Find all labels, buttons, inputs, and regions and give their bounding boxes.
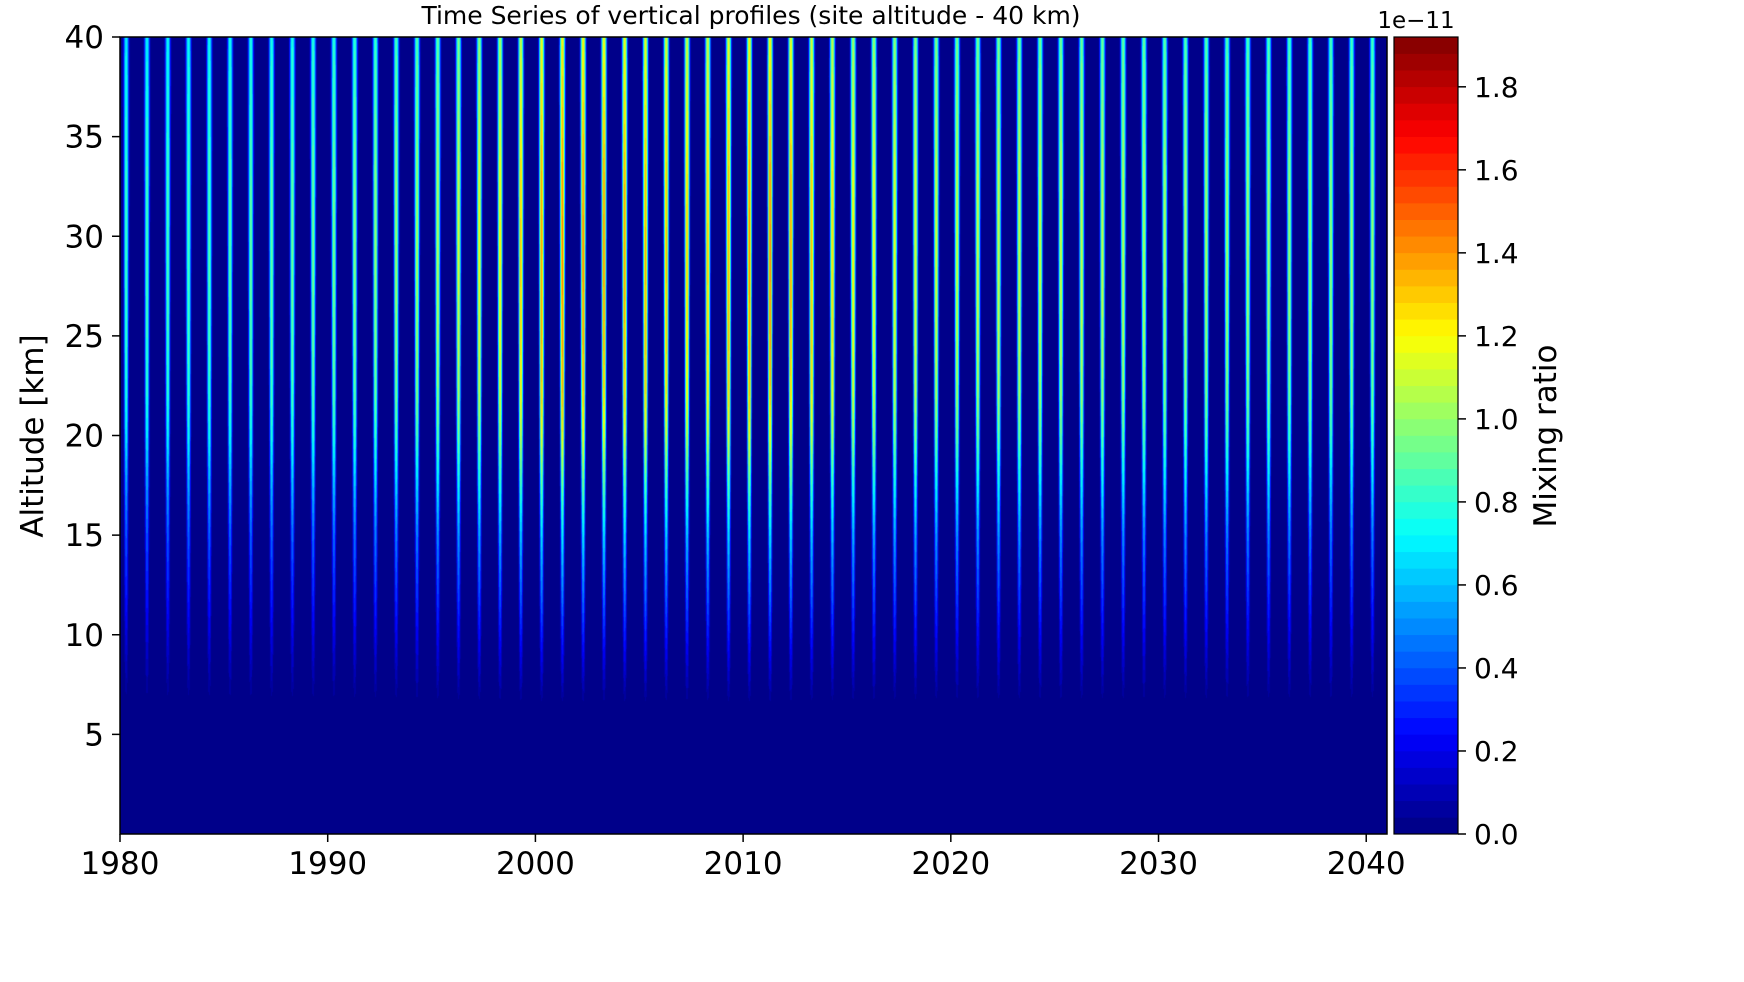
colorbar-band	[1394, 568, 1458, 585]
colorbar-band	[1394, 402, 1458, 419]
colorbar-band	[1394, 701, 1458, 718]
colorbar-tick-label: 1.8	[1474, 71, 1519, 104]
x-tick-label: 2000	[496, 846, 575, 882]
x-tick-label: 2020	[911, 846, 990, 882]
y-tick-label: 25	[65, 319, 104, 355]
colorbar-band	[1394, 651, 1458, 668]
chart-title: Time Series of vertical profiles (site a…	[420, 1, 1080, 30]
colorbar-band	[1394, 551, 1458, 568]
colorbar-band	[1394, 219, 1458, 236]
colorbar-band	[1394, 784, 1458, 801]
colorbar-band	[1394, 502, 1458, 519]
y-tick-label: 15	[65, 518, 104, 554]
x-tick-label: 1980	[81, 846, 160, 882]
colorbar-band	[1394, 734, 1458, 751]
colorbar-band	[1394, 302, 1458, 319]
colorbar-band	[1394, 618, 1458, 635]
colorbar: 0.0 0.2 0.4 0.6 0.8 1.0 1.2 1.4 1.6 1.8 1e−11 Mix…	[1377, 8, 1564, 851]
colorbar-tick-label: 1.6	[1474, 154, 1519, 187]
colorbar-band	[1394, 336, 1458, 353]
colorbar-band	[1394, 435, 1458, 452]
x-axis: 1980 1990 2000 2010 2020 2030 2040	[81, 834, 1406, 882]
colorbar-band	[1394, 385, 1458, 402]
colorbar-band	[1394, 103, 1458, 120]
colorbar-band	[1394, 70, 1458, 87]
y-tick-label: 5	[84, 717, 104, 753]
colorbar-band	[1394, 253, 1458, 270]
colorbar-band	[1394, 269, 1458, 286]
colorbar-band	[1394, 601, 1458, 618]
colorbar-band	[1394, 468, 1458, 485]
colorbar-band	[1394, 485, 1458, 502]
colorbar-band	[1394, 87, 1458, 104]
colorbar-band	[1394, 767, 1458, 784]
colorbar-band	[1394, 535, 1458, 552]
y-tick-label: 20	[65, 419, 104, 455]
colorbar-band	[1394, 817, 1458, 834]
colorbar-band	[1394, 800, 1458, 817]
colorbar-band	[1394, 684, 1458, 701]
colorbar-tick-label: 0.8	[1474, 486, 1519, 519]
colorbar-band	[1394, 319, 1458, 336]
y-tick-label: 30	[65, 219, 104, 255]
colorbar-band	[1394, 136, 1458, 153]
colorbar-band	[1394, 717, 1458, 734]
colorbar-tick-label: 1.0	[1474, 403, 1519, 436]
colorbar-band	[1394, 668, 1458, 685]
colorbar-tick-label: 0.4	[1474, 652, 1519, 685]
colorbar-band	[1394, 53, 1458, 70]
colorbar-band	[1394, 286, 1458, 303]
x-tick-label: 2040	[1327, 846, 1406, 882]
colorbar-band	[1394, 419, 1458, 436]
colorbar-tick-label: 1.2	[1474, 320, 1519, 353]
heatmap-plot-area	[120, 37, 1387, 834]
colorbar-tick-label: 0.0	[1474, 818, 1519, 851]
colorbar-band	[1394, 120, 1458, 137]
colorbar-band	[1394, 634, 1458, 651]
colorbar-offset-text: 1e−11	[1377, 8, 1454, 34]
colorbar-band	[1394, 518, 1458, 535]
colorbar-band	[1394, 751, 1458, 768]
heatmap-image	[120, 37, 1387, 834]
x-tick-label: 2030	[1119, 846, 1198, 882]
colorbar-band	[1394, 153, 1458, 170]
colorbar-band	[1394, 170, 1458, 187]
x-tick-label: 1990	[288, 846, 367, 882]
colorbar-band	[1394, 37, 1458, 54]
colorbar-tick-label: 0.2	[1474, 735, 1519, 768]
colorbar-band	[1394, 352, 1458, 369]
y-axis: 5 10 15 20 25 30 35 40	[65, 20, 120, 753]
y-axis-label: Altitude [km]	[15, 334, 51, 537]
y-tick-label: 35	[65, 120, 104, 156]
colorbar-bands	[1394, 37, 1458, 835]
colorbar-label: Mixing ratio	[1528, 345, 1564, 528]
x-tick-label: 2010	[704, 846, 783, 882]
y-tick-label: 40	[65, 20, 104, 56]
colorbar-ticks: 0.0 0.2 0.4 0.6 0.8 1.0 1.2 1.4 1.6 1.8	[1458, 71, 1519, 851]
colorbar-band	[1394, 203, 1458, 220]
colorbar-band	[1394, 236, 1458, 253]
colorbar-band	[1394, 585, 1458, 602]
colorbar-tick-label: 1.4	[1474, 237, 1519, 270]
y-tick-label: 10	[65, 618, 104, 654]
colorbar-band	[1394, 186, 1458, 203]
colorbar-tick-label: 0.6	[1474, 569, 1519, 602]
colorbar-band	[1394, 452, 1458, 469]
colorbar-band	[1394, 369, 1458, 386]
